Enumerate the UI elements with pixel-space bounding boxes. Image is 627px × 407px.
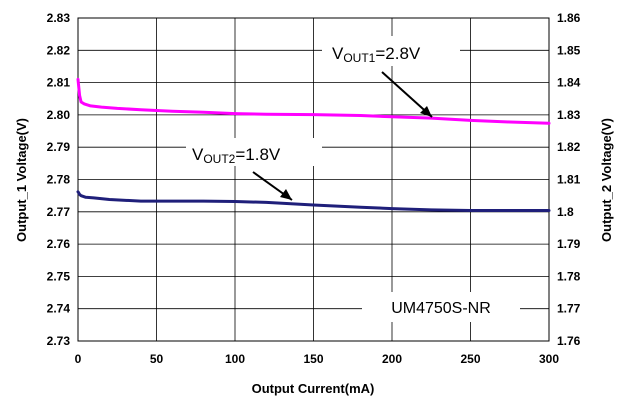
x-axis-title: Output Current(mA) [252, 381, 375, 396]
y-left-tick-label: 2.73 [47, 334, 71, 348]
y-right-tick-label: 1.78 [557, 269, 581, 283]
x-tick-label: 0 [75, 352, 82, 366]
y-right-axis-title: Output_2 Voltage(V) [599, 118, 614, 242]
plot-frame [77, 17, 550, 342]
x-tick-label: 250 [460, 352, 480, 366]
series-line-1 [76, 77, 551, 125]
y-right-tick-label: 1.83 [557, 108, 581, 122]
y-right-tick-label: 1.8 [557, 205, 574, 219]
y-left-tick-labels: 2.83 2.82 2.81 2.80 2.79 2.78 2.77 2.76 2.75 2.74… [47, 11, 71, 348]
y-right-tick-label: 1.86 [557, 11, 581, 25]
x-tick-label: 200 [382, 352, 402, 366]
x-tick-labels: 0 50 100 150 200 250 300 [75, 352, 560, 366]
y-left-tick-label: 2.75 [47, 269, 71, 283]
y-left-tick-label: 2.77 [47, 205, 71, 219]
y-left-tick-label: 2.78 [47, 173, 71, 187]
y-right-tick-label: 1.76 [557, 334, 581, 348]
y-left-tick-label: 2.74 [47, 302, 71, 316]
y-right-tick-label: 1.79 [557, 237, 581, 251]
y-left-tick-label: 2.83 [47, 11, 71, 25]
y-left-tick-label: 2.76 [47, 237, 71, 251]
y-right-tick-label: 1.82 [557, 140, 581, 154]
vout1-annotation-box [322, 36, 460, 66]
y-right-tick-label: 1.85 [557, 43, 581, 57]
vout2-annotation: VOUT2=1.8V [192, 145, 281, 166]
y-right-tick-labels: 1.86 1.85 1.84 1.83 1.82 1.81 1.8 1.79 1.78 1.77 1… [557, 11, 581, 348]
vout1-annotation: VOUT1=2.8V [332, 44, 421, 65]
y-right-tick-label: 1.77 [557, 302, 581, 316]
model-label: UM4750S-NR [391, 300, 491, 317]
y-left-tick-label: 2.79 [47, 140, 71, 154]
series-line-2 [76, 190, 551, 212]
x-tick-label: 50 [150, 352, 164, 366]
x-tick-label: 300 [539, 352, 559, 366]
y-left-tick-label: 2.80 [47, 108, 71, 122]
y-left-axis-title: Output_1 Voltage(V) [14, 118, 29, 242]
x-tick-label: 100 [225, 352, 245, 366]
x-tick-label: 150 [303, 352, 323, 366]
y-left-tick-label: 2.81 [47, 76, 71, 90]
y-left-tick-label: 2.82 [47, 43, 71, 57]
vout2-arrowhead [280, 189, 292, 200]
vout1-arrowhead [420, 106, 432, 117]
vout2-annotation-box [186, 138, 322, 166]
model-label-box [362, 292, 520, 322]
y-right-tick-label: 1.81 [557, 173, 581, 187]
series-layer [76, 77, 551, 212]
y-right-tick-label: 1.84 [557, 76, 581, 90]
